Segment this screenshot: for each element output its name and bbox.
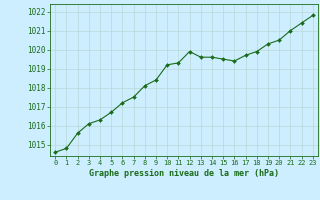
X-axis label: Graphe pression niveau de la mer (hPa): Graphe pression niveau de la mer (hPa)	[89, 169, 279, 178]
